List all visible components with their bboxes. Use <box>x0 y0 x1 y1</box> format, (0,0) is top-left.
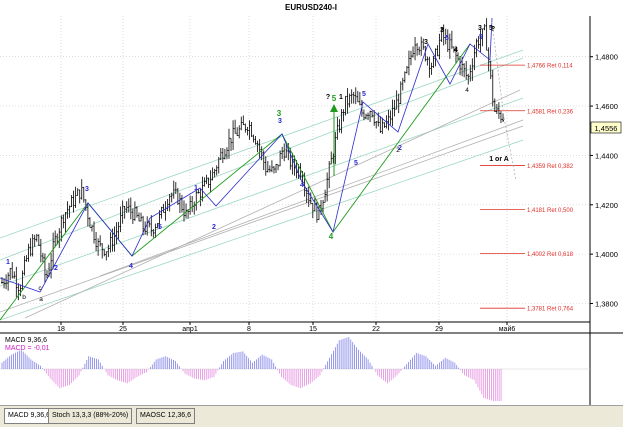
fib-label: 1,4181 Ret 0,500 <box>527 208 574 214</box>
wave-label: ? <box>491 26 495 33</box>
x-tick-label: 8 <box>247 326 251 333</box>
fib-label: 1,4359 Ret 0,382 <box>527 164 574 170</box>
wave-label: 1 <box>194 185 198 192</box>
wave-label: 5 <box>489 25 493 32</box>
x-tick-label: апр1 <box>182 326 198 333</box>
projection-arrowhead <box>330 104 338 112</box>
tab-maosc[interactable]: MAOSC 12,36,6 <box>136 408 195 424</box>
fib-label: 1,3781 Ret 0,764 <box>527 307 574 313</box>
wave-label: 2 <box>212 224 216 231</box>
x-tick-label: 22 <box>372 326 380 333</box>
x-tick-label: май6 <box>499 325 516 333</box>
y-tick-label: 1,4200 <box>595 201 618 210</box>
y-tick-label: 1,4400 <box>595 151 618 160</box>
wave-label: 1 <box>6 259 10 266</box>
wave-label: 4 <box>129 263 133 270</box>
wave-label: 5 <box>354 160 358 167</box>
macd-value-label: MACD = -0,01 <box>5 345 50 352</box>
wave-label: 5 <box>362 91 366 98</box>
wave-label: b <box>22 294 26 301</box>
wave-label: 3 <box>440 27 444 34</box>
wave-label: 4 <box>300 182 304 189</box>
wave-label: 3 <box>278 118 282 125</box>
price-chart[interactable]: EURUSD240-I 1,4766 Ret 0,114 1,4581 Ret 0… <box>0 0 623 405</box>
grid <box>0 16 590 322</box>
wave-label: 3 <box>478 25 482 32</box>
y-tick-label: 1,4000 <box>595 250 618 259</box>
channel-line <box>24 89 521 319</box>
chart-background <box>0 0 623 405</box>
y-tick-label: 1,4600 <box>595 102 618 111</box>
wave-label: 5 <box>332 94 337 103</box>
chart-title: EURUSD240-I <box>285 3 337 12</box>
wave-label: 2 <box>54 265 58 272</box>
time-axis-ticks: 18 25 апр1 8 15 22 29 май6 <box>57 322 515 333</box>
forecast-line <box>503 117 517 181</box>
wave-label: 5 <box>479 34 483 41</box>
forecast-line <box>491 21 505 119</box>
channel-line <box>0 97 524 287</box>
x-tick-label: 15 <box>309 326 317 333</box>
wave-label: 4 <box>465 87 469 94</box>
fib-label: 1,4581 Ret 0,236 <box>527 109 574 115</box>
wave-label: 4 <box>454 47 458 54</box>
wave-lines <box>0 17 517 321</box>
wave-label: 1 or A <box>489 156 509 163</box>
y-tick-label: 1,4800 <box>595 53 618 62</box>
wave-label: 3 <box>277 109 282 118</box>
wave-line <box>0 17 493 293</box>
wave-label: 1 <box>339 94 343 101</box>
indicator-tab-bar: MACD 9,36,6 Stoch 13,3,3 (88%-20%) MAOSC… <box>0 405 623 427</box>
price-axis-ticks: 1,4800 1,4600 1,4400 1,4200 1,4000 1,3800 <box>590 53 618 308</box>
wave-label: 2 <box>398 145 402 152</box>
wave-label: 5 <box>158 224 162 231</box>
macd-histogram <box>0 337 590 401</box>
tab-macd[interactable]: MACD 9,36,6 <box>4 408 55 424</box>
current-price-box <box>590 121 622 134</box>
x-tick-label: 18 <box>57 326 65 333</box>
wave-label: c <box>38 285 42 292</box>
wave-label: ? <box>326 94 330 101</box>
channel-line <box>0 49 524 239</box>
tab-stoch[interactable]: Stoch 13,3,3 (88%-20%) <box>48 408 133 424</box>
macd-label: MACD 9,36,6 <box>5 337 47 344</box>
fib-label: 1,4766 Ret 0,114 <box>527 64 573 70</box>
channel-line <box>0 139 524 321</box>
y-tick-label: 1,3800 <box>595 299 618 308</box>
wave-label: 5 <box>445 35 449 42</box>
x-tick-label: 29 <box>435 326 443 333</box>
channel-line <box>0 125 524 313</box>
wave-label: 3 <box>424 39 428 46</box>
wave-label: 4 <box>329 232 334 241</box>
fibonacci-levels: 1,4766 Ret 0,114 1,4581 Ret 0,236 1,4359 R… <box>480 64 574 313</box>
current-price-label: 1,4556 <box>595 124 618 133</box>
fib-label: 1,4002 Ret 0,618 <box>527 252 574 258</box>
wave-label: 2 <box>396 147 400 154</box>
wave-label: 3 <box>85 186 89 193</box>
x-tick-label: 25 <box>119 326 127 333</box>
wave-label: a <box>39 296 43 303</box>
